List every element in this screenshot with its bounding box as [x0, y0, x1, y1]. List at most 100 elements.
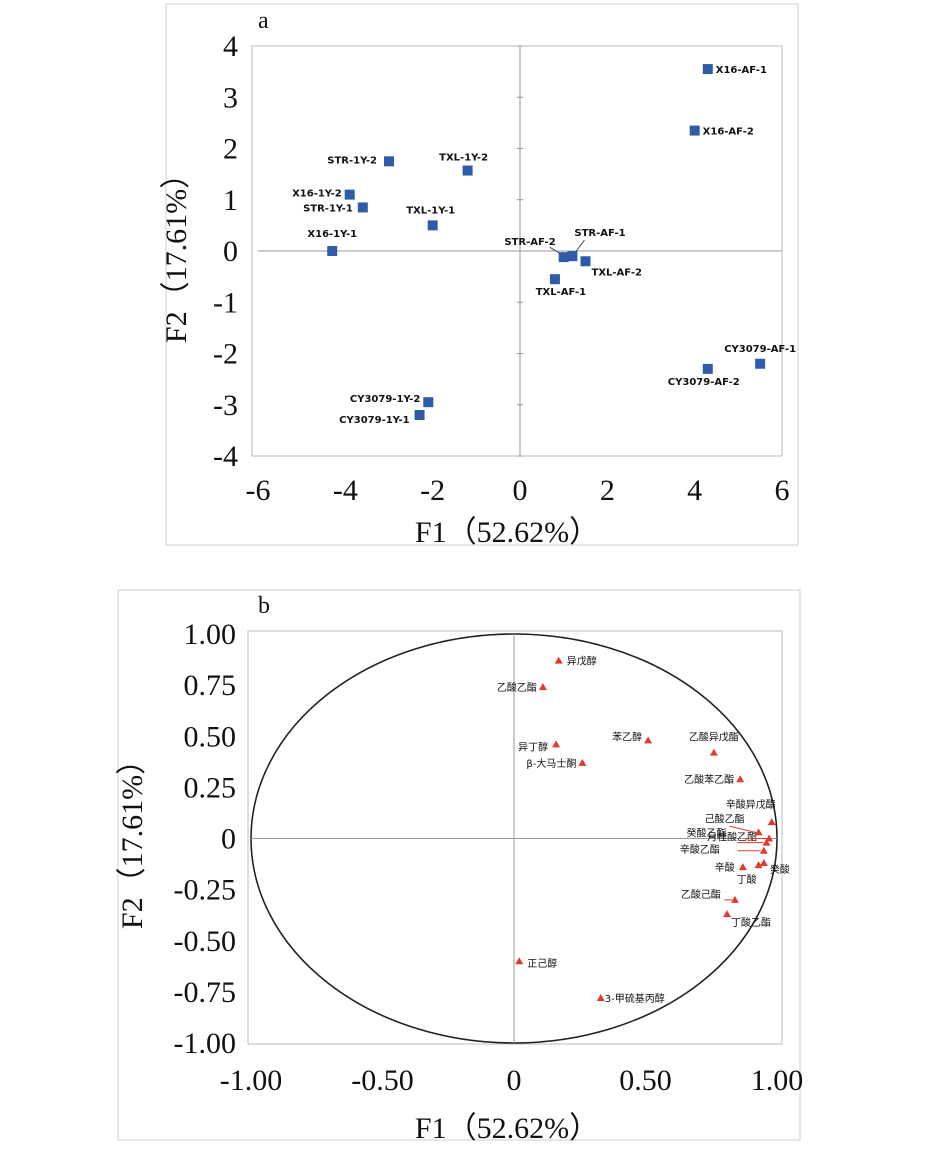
point-label: TXL-AF-1 — [536, 287, 586, 298]
y-axis-title-b: F2（17.61%） — [116, 745, 149, 929]
leader-line — [549, 246, 560, 254]
leader-line — [575, 239, 585, 253]
x-tick-label-a: 2 — [600, 474, 615, 507]
point-label: CY3079-1Y-2 — [350, 394, 420, 405]
y-tick-label-a: 0 — [223, 235, 238, 268]
point-marker — [767, 818, 776, 826]
point-marker — [549, 274, 560, 285]
point-label: STR-1Y-1 — [303, 203, 353, 214]
point-marker — [723, 910, 732, 918]
point-label: 辛酸 — [715, 861, 735, 874]
point-label: CY3079-AF-1 — [724, 344, 796, 355]
point-label: 癸酸 — [770, 863, 790, 876]
x-tick-label-b: 1.00 — [751, 1064, 804, 1097]
point-label: 己酸乙酯 — [705, 812, 745, 825]
point-label: X16-AF-1 — [716, 65, 767, 76]
point-label: 辛酸异戊酯 — [726, 798, 776, 811]
point-marker — [702, 64, 713, 75]
point-marker — [580, 256, 591, 267]
point-label: 3-甲硫基丙醇 — [605, 992, 665, 1005]
y-tick-label-a: 4 — [223, 30, 238, 63]
y-tick-label-b: -1.00 — [174, 1027, 237, 1060]
point-label: 月桂酸乙酯 — [707, 831, 757, 844]
point-label: 异丁醇 — [518, 740, 548, 753]
point-label: 癸酸乙酯 — [686, 827, 726, 840]
plot-area-b — [247, 630, 783, 1045]
panel-a-frame — [165, 3, 799, 546]
point-label: TXL-1Y-2 — [439, 153, 488, 164]
x-axis-title-b: F1（52.62%） — [415, 1112, 599, 1145]
point-label: 丁酸 — [737, 873, 757, 886]
point-marker — [709, 748, 718, 756]
y-tick-label-a: 2 — [223, 133, 238, 166]
panel-b-frame — [117, 589, 801, 1141]
point-label: 丁酸乙酯 — [731, 916, 771, 929]
y-tick-label-b: 0 — [221, 823, 236, 856]
point-marker — [427, 220, 438, 231]
point-marker — [754, 828, 763, 836]
point-marker — [596, 994, 605, 1002]
point-marker — [759, 859, 768, 867]
point-marker — [644, 736, 653, 744]
y-tick-label-b: -0.25 — [174, 874, 237, 907]
point-marker — [423, 397, 434, 408]
x-tick-label-b: -0.50 — [351, 1064, 414, 1097]
point-marker — [578, 758, 587, 766]
point-marker — [558, 252, 569, 263]
point-label: 异戊醇 — [567, 655, 597, 668]
point-marker — [567, 251, 578, 262]
panel-b: b -1.00 -0.50 0 0.50 1.00 1.00 0.75 0.50 0.25 0 -… — [116, 589, 804, 1145]
point-label: STR-1Y-2 — [327, 155, 377, 166]
point-marker — [754, 861, 763, 869]
point-marker — [702, 363, 713, 374]
y-tick-label-a: 3 — [223, 81, 238, 114]
x-tick-label-a: -4 — [333, 474, 358, 507]
point-label: 乙酸乙酯 — [497, 681, 537, 694]
y-tick-label-a: 1 — [223, 184, 238, 217]
y-tick-label-b: 0.75 — [184, 669, 237, 702]
panel-b-label: b — [258, 593, 270, 619]
point-label: 辛酸乙酯 — [680, 843, 720, 856]
y-tick-label-b: 0.25 — [184, 771, 237, 804]
x-tick-label-b: -1.00 — [220, 1064, 283, 1097]
point-label: STR-AF-2 — [504, 237, 555, 248]
y-tick-label-a: -3 — [213, 389, 238, 422]
x-tick-label-a: 6 — [775, 474, 790, 507]
point-marker — [462, 165, 473, 176]
point-label: 正己醇 — [527, 957, 557, 970]
point-label: TXL-1Y-1 — [406, 205, 455, 216]
x-tick-label-a: 0 — [513, 474, 528, 507]
point-marker — [344, 189, 355, 200]
point-label: 乙酸异戊酯 — [689, 731, 739, 744]
x-tick-label-a: -6 — [246, 474, 271, 507]
point-label: 苯乙醇 — [612, 730, 642, 743]
point-marker — [762, 838, 771, 846]
y-tick-label-b: -0.50 — [174, 925, 237, 958]
y-tick-label-a: -1 — [213, 286, 238, 319]
point-marker — [414, 410, 425, 420]
x-tick-label-b: 0.50 — [619, 1064, 672, 1097]
x-axis-title-a: F1（52.62%） — [415, 516, 599, 549]
point-marker — [738, 863, 747, 871]
point-marker — [759, 846, 768, 854]
point-label: STR-AF-1 — [574, 228, 625, 239]
y-tick-label-b: 0.50 — [184, 720, 237, 753]
point-label: X16-1Y-2 — [292, 189, 342, 200]
point-marker — [515, 957, 524, 965]
point-marker — [554, 656, 563, 664]
y-tick-label-b: 1.00 — [184, 618, 237, 651]
point-label: CY3079-AF-2 — [668, 377, 740, 388]
y-tick-label-b: -0.75 — [174, 976, 237, 1009]
point-marker — [327, 246, 338, 256]
point-label: β-大马士酮 — [526, 757, 576, 770]
point-marker — [736, 775, 745, 783]
point-marker — [755, 358, 766, 369]
point-label: CY3079-1Y-1 — [339, 415, 409, 426]
point-label: TXL-AF-2 — [592, 267, 642, 278]
point-marker — [730, 895, 739, 903]
point-label: 乙酸苯乙酯 — [684, 773, 734, 786]
x-tick-label-a: 4 — [687, 474, 702, 507]
panel-a-label: a — [258, 8, 269, 34]
x-tick-label-a: -2 — [420, 474, 445, 507]
